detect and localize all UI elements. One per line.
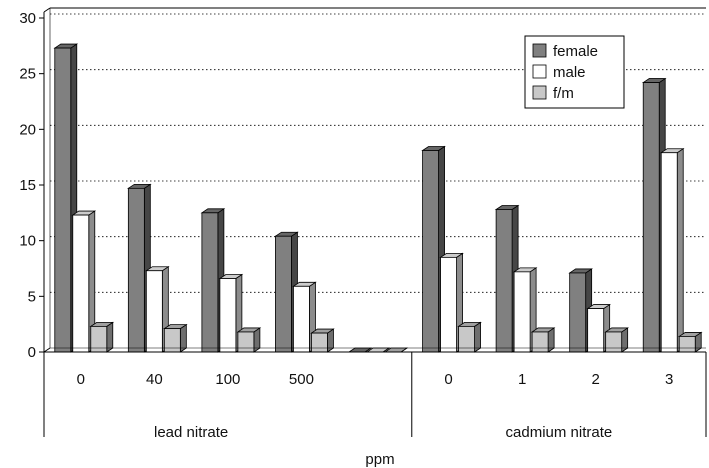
x-category-label: 0 (77, 371, 85, 388)
y-tick-label: 30 (19, 10, 36, 27)
legend-label: f/m (553, 85, 574, 102)
legend-label: male (553, 64, 586, 81)
x-axis-title: ppm (365, 451, 394, 468)
x-group-label: lead nitrate (154, 424, 228, 441)
x-category-label: 0 (444, 371, 452, 388)
x-category-label: 1 (518, 371, 526, 388)
y-tick-label: 0 (28, 344, 36, 361)
y-axis-ticks: 0 5 10 15 20 25 30 (19, 10, 44, 361)
bars (53, 43, 703, 353)
legend: female male f/m (524, 35, 625, 109)
y-tick-label: 25 (19, 66, 36, 83)
plot-corner (43, 7, 51, 13)
bar-female-6 (494, 204, 520, 353)
y-tick-label: 5 (28, 288, 36, 305)
y-tick-label: 10 (19, 233, 36, 250)
x-axis-groups: lead nitrate cadmium nitrate (43, 352, 707, 441)
legend-swatch (532, 64, 547, 79)
y-tick-label: 20 (19, 121, 36, 138)
bar-male-7 (586, 303, 611, 353)
gridlines (50, 13, 706, 293)
floor-corner (43, 347, 51, 353)
x-category-label: 40 (146, 371, 163, 388)
bar-fm-7 (604, 327, 629, 353)
bar-fm-5 (457, 321, 482, 353)
legend-swatch (532, 43, 547, 58)
bar-fm-0 (89, 321, 115, 353)
bar-fm-2 (236, 327, 262, 353)
legend-label: female (553, 43, 598, 60)
x-category-label: 500 (289, 371, 314, 388)
bar-fm-6 (530, 327, 556, 353)
legend-swatch (532, 85, 547, 100)
x-category-label: 3 (665, 371, 673, 388)
bar-male-8 (659, 147, 685, 353)
x-group-label: cadmium nitrate (506, 424, 613, 441)
x-axis-categories: 0 40 100 500 0 1 2 3 (77, 371, 674, 388)
bar-fm-3 (310, 328, 335, 353)
bar-fm-1 (163, 323, 188, 353)
bar-fm-8 (677, 331, 703, 353)
axes (43, 7, 706, 353)
x-category-label: 2 (591, 371, 599, 388)
bar-male-0 (71, 210, 97, 353)
y-tick-label: 15 (19, 177, 36, 194)
x-category-label: 100 (215, 371, 240, 388)
